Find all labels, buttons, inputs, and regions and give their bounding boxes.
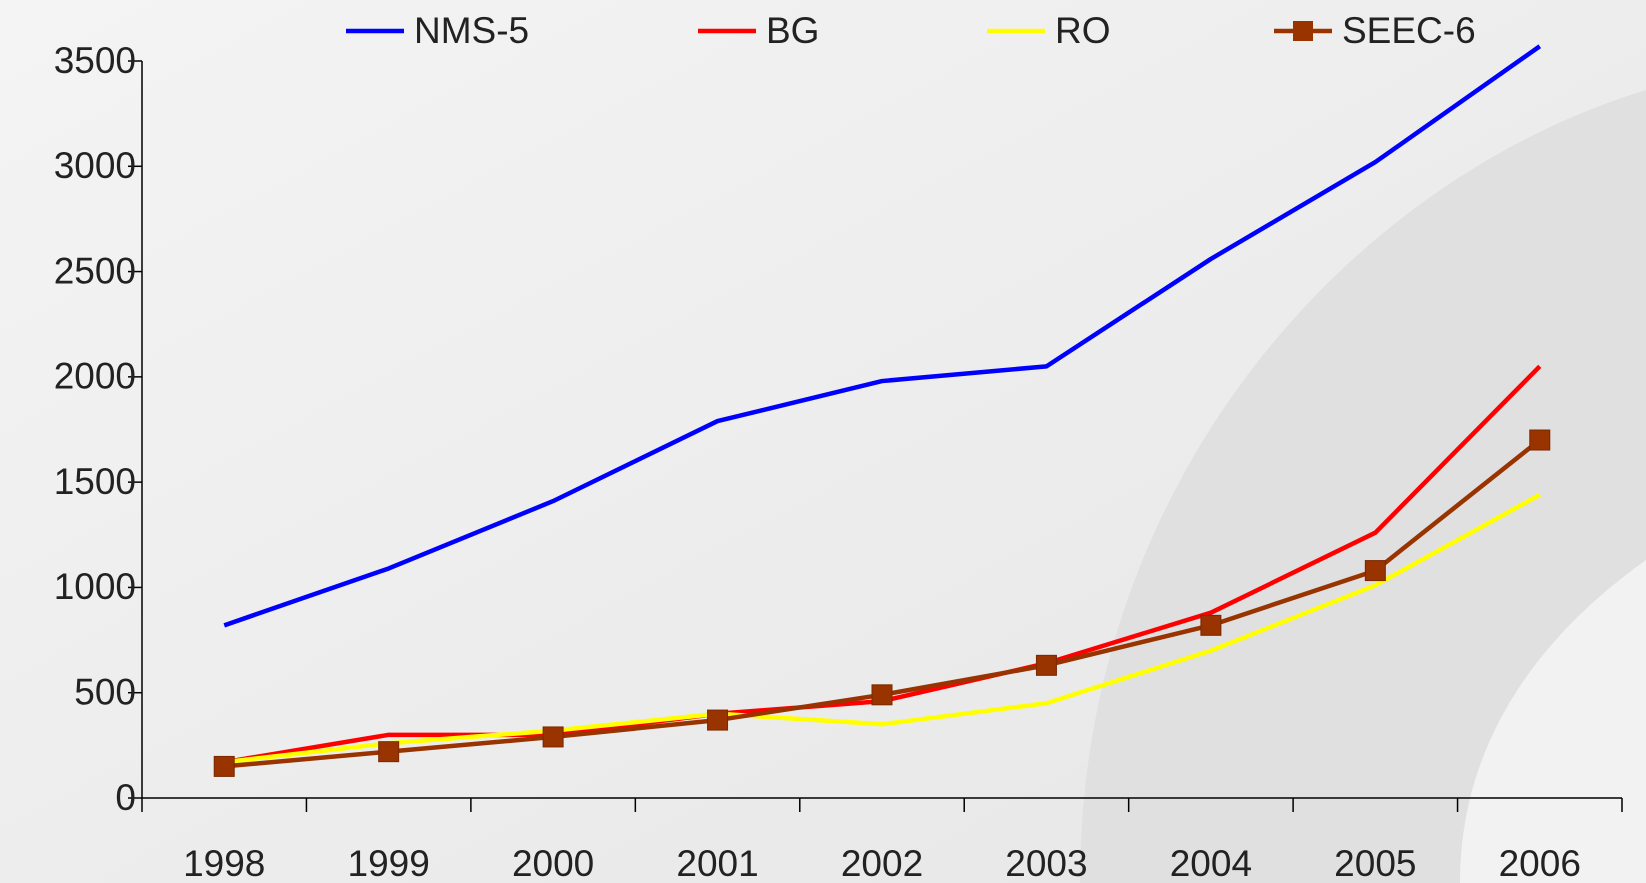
y-tick-label: 3500 [54,40,136,81]
series-marker [1364,560,1386,582]
x-tick-label: 2000 [512,843,594,883]
y-tick-label: 500 [74,671,136,712]
x-tick-label: 2004 [1170,843,1252,883]
series-line [223,492,1541,765]
x-tick-label: 2005 [1334,843,1416,883]
legend-label: RO [1055,10,1111,51]
series-marker [542,726,564,748]
series-marker [378,741,400,763]
background-arc [1460,560,1646,883]
series-marker [1200,614,1222,636]
x-tick-label: 2002 [841,843,923,883]
y-tick-label: 1000 [54,566,136,607]
x-tick-label: 1998 [183,843,265,883]
x-tick-label: 2001 [676,843,758,883]
y-tick-label: 0 [115,777,136,818]
y-tick-label: 2000 [54,356,136,397]
background-arc [1080,90,1646,883]
y-tick-label: 1500 [54,461,136,502]
series-marker [1035,654,1057,676]
x-tick-label: 2006 [1499,843,1581,883]
series-marker [1529,429,1551,451]
legend-label: NMS-5 [414,10,529,51]
legend-marker [1293,21,1313,41]
x-tick-label: 1999 [348,843,430,883]
x-tick-label: 2003 [1005,843,1087,883]
series-marker [871,684,893,706]
legend-label: BG [766,10,819,51]
y-tick-label: 3000 [54,145,136,186]
series-line [223,44,1542,628]
series-marker [213,755,235,777]
series-marker [707,709,729,731]
legend-label: SEEC-6 [1342,10,1476,51]
y-tick-label: 2500 [54,250,136,291]
